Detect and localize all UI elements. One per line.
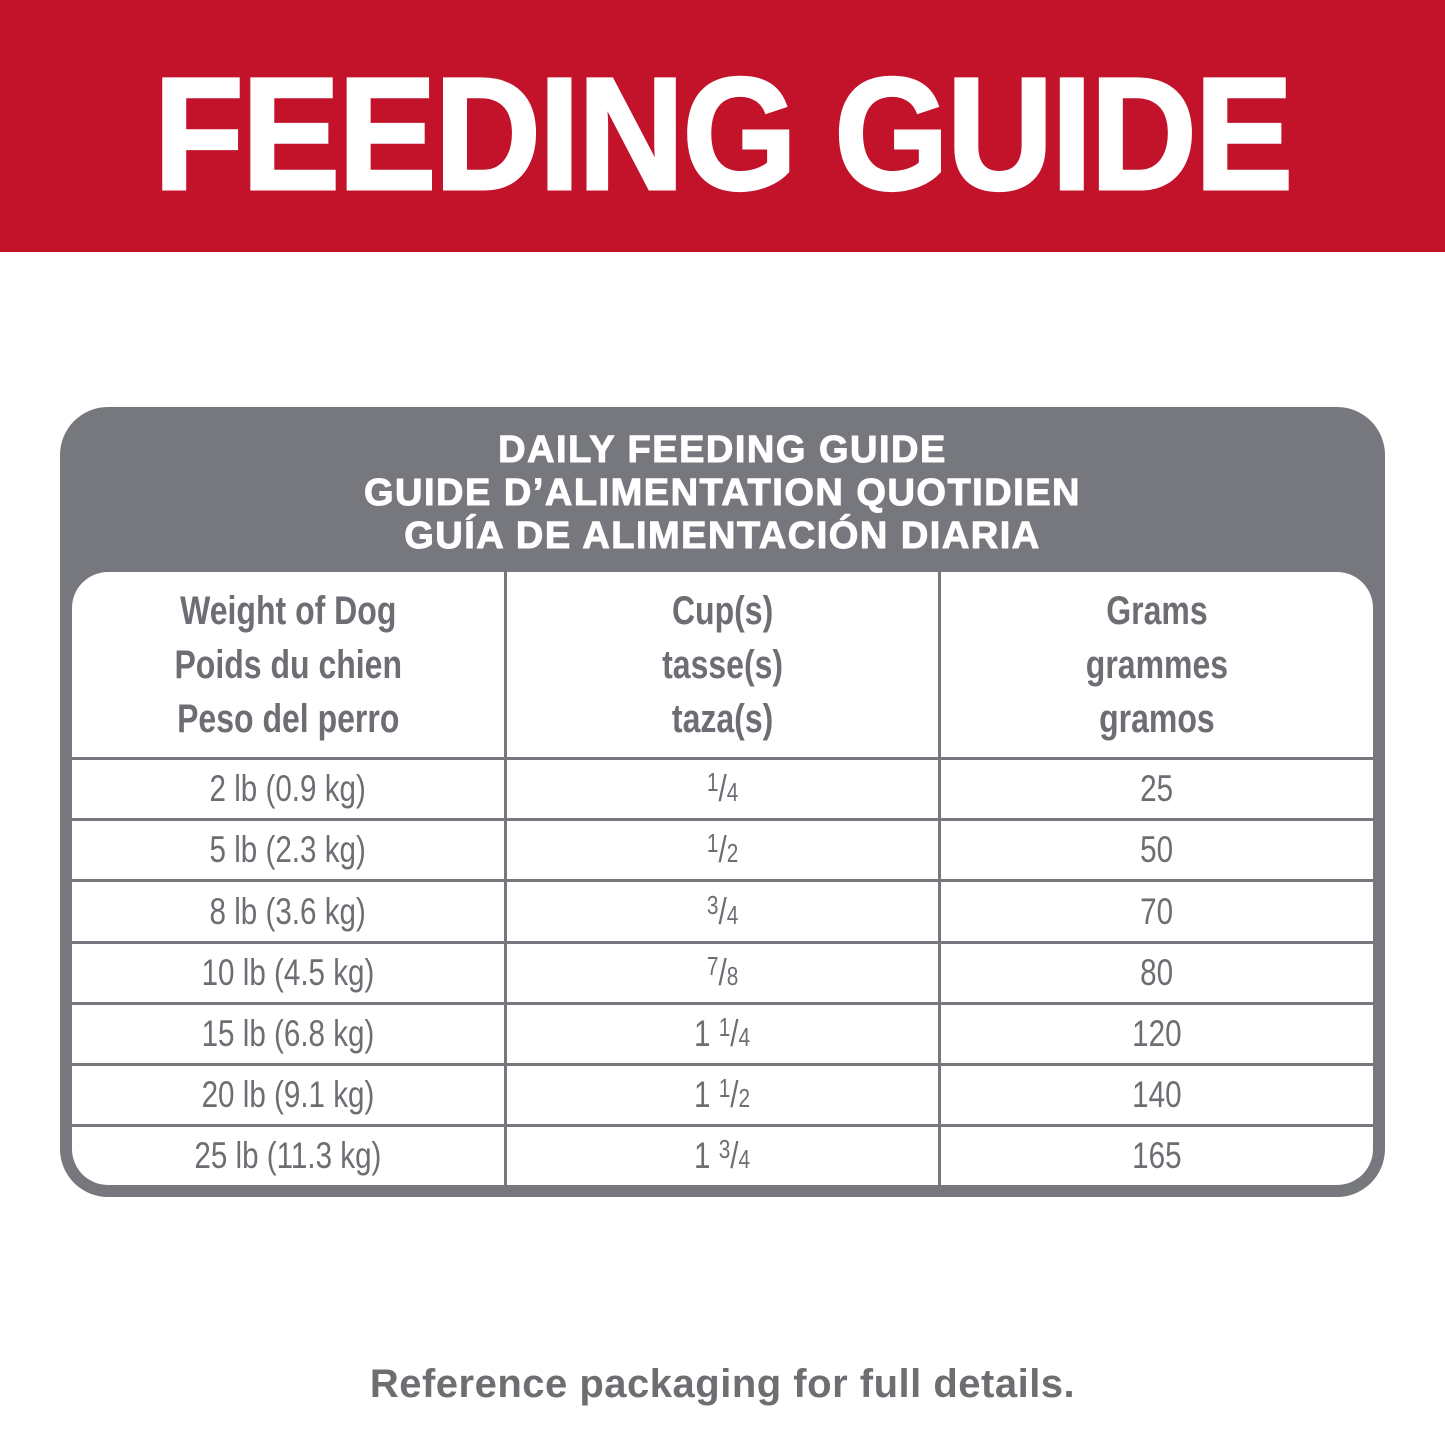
grams-text: 80: [1140, 951, 1174, 993]
header-text: Peso del perro: [176, 696, 400, 741]
weight-text: 5 lb (2.3 kg): [209, 829, 367, 871]
cell-weight: 8 lb (3.6 kg): [72, 879, 508, 944]
footer-note: Reference packaging for full details.: [369, 1362, 1076, 1406]
cell-weight: 5 lb (2.3 kg): [72, 818, 508, 883]
cups-fraction: 1/4: [706, 767, 739, 810]
cups-whole: 1: [694, 1073, 720, 1115]
table-row: 5 lb (2.3 kg) 1/2 50: [72, 818, 1373, 883]
grams-text: 120: [1132, 1012, 1182, 1054]
cell-grams: 165: [937, 1123, 1373, 1185]
cell-grams: 80: [937, 940, 1373, 1005]
cell-weight: 20 lb (9.1 kg): [72, 1062, 508, 1127]
card-title-fr: GUIDE D’ALIMENTATION QUOTIDIEN: [363, 472, 1081, 515]
cups-numerator: 1: [719, 1072, 731, 1103]
cell-cups: 1 3/4: [504, 1123, 941, 1185]
header-text: taza(s): [671, 696, 774, 741]
page-title: FEEDING GUIDE: [152, 43, 1294, 225]
grams-text: 70: [1140, 890, 1174, 932]
header-text: Weight of Dog: [179, 588, 397, 633]
cell-weight: 10 lb (4.5 kg): [72, 940, 508, 1005]
feeding-table-wrapper: Weight of Dog Poids du chien Peso del pe…: [72, 572, 1373, 1185]
cups-fraction: 3/4: [706, 889, 739, 932]
cell-weight: 15 lb (6.8 kg): [72, 1001, 508, 1066]
cell-cups: 1 1/2: [504, 1062, 941, 1127]
card-title: DAILY FEEDING GUIDE GUIDE D’ALIMENTATION…: [60, 429, 1385, 558]
cell-weight: 2 lb (0.9 kg): [72, 757, 508, 822]
grams-text: 50: [1140, 829, 1174, 871]
cups-denominator: 4: [726, 899, 739, 930]
header-text: Grams: [1106, 588, 1208, 633]
cups-numerator: 1: [706, 828, 719, 859]
weight-text: 25 lb (11.3 kg): [194, 1134, 382, 1176]
header-text: Poids du chien: [174, 642, 402, 687]
cups-numerator: 7: [706, 950, 719, 981]
weight-text: 15 lb (6.8 kg): [201, 1012, 375, 1054]
weight-text: 20 lb (9.1 kg): [201, 1073, 375, 1115]
cell-grams: 140: [937, 1062, 1373, 1127]
cell-grams: 70: [937, 879, 1373, 944]
table-row: 25 lb (11.3 kg) 1 3/4 165: [72, 1123, 1373, 1185]
cell-grams: 120: [937, 1001, 1373, 1066]
cups-fraction: 1/2: [706, 828, 739, 871]
cups-denominator: 4: [726, 777, 739, 808]
cups-whole: 1: [694, 1012, 720, 1054]
cups-fraction: 7/8: [706, 950, 739, 993]
header-text: gramos: [1099, 696, 1215, 741]
grams-text: 25: [1140, 768, 1174, 810]
table-row: 8 lb (3.6 kg) 3/4 70: [72, 879, 1373, 944]
table-row: 10 lb (4.5 kg) 7/8 80: [72, 940, 1373, 1005]
header-text: grammes: [1085, 642, 1229, 687]
grams-text: 140: [1132, 1073, 1182, 1115]
feeding-table: Weight of Dog Poids du chien Peso del pe…: [72, 572, 1373, 1185]
cups-denominator: 4: [738, 1021, 751, 1052]
cups-numerator: 1: [719, 1011, 731, 1042]
cups-denominator: 2: [726, 838, 739, 869]
cups-fraction: 1 3/4: [694, 1133, 751, 1176]
header-text: Cup(s): [671, 588, 774, 633]
table-row: 20 lb (9.1 kg) 1 1/2 140: [72, 1062, 1373, 1127]
cups-denominator: 8: [726, 960, 739, 991]
grams-text: 165: [1132, 1134, 1182, 1176]
cell-grams: 25: [937, 757, 1373, 822]
header-weight: Weight of Dog Poids du chien Peso del pe…: [72, 572, 508, 761]
cell-cups: 1 1/4: [504, 1001, 941, 1066]
cups-fraction: 1 1/2: [694, 1072, 751, 1115]
cell-cups: 1/2: [504, 818, 941, 883]
cell-weight: 25 lb (11.3 kg): [72, 1123, 508, 1185]
cell-cups: 3/4: [504, 879, 941, 944]
weight-text: 2 lb (0.9 kg): [209, 768, 367, 810]
table-row: 15 lb (6.8 kg) 1 1/4 120: [72, 1001, 1373, 1066]
cell-grams: 50: [937, 818, 1373, 883]
cups-denominator: 2: [738, 1082, 751, 1113]
weight-text: 8 lb (3.6 kg): [209, 890, 367, 932]
cell-cups: 7/8: [504, 940, 941, 1005]
header-grams: Grams grammes gramos: [937, 572, 1373, 761]
card-title-es: GUÍA DE ALIMENTACIÓN DIARIA: [404, 515, 1041, 558]
cell-cups: 1/4: [504, 757, 941, 822]
table-header-row: Weight of Dog Poids du chien Peso del pe…: [72, 572, 1373, 761]
feeding-guide-card: DAILY FEEDING GUIDE GUIDE D’ALIMENTATION…: [60, 407, 1385, 1197]
card-title-en: DAILY FEEDING GUIDE: [498, 429, 947, 472]
header-banner: FEEDING GUIDE: [0, 0, 1445, 252]
cups-whole: 1: [694, 1134, 720, 1176]
cups-denominator: 4: [738, 1143, 751, 1174]
cups-fraction: 1 1/4: [694, 1011, 751, 1054]
cups-numerator: 1: [706, 767, 719, 798]
cups-numerator: 3: [706, 889, 719, 920]
table-row: 2 lb (0.9 kg) 1/4 25: [72, 757, 1373, 822]
cups-numerator: 3: [719, 1133, 731, 1164]
header-cups: Cup(s) tasse(s) taza(s): [504, 572, 941, 761]
weight-text: 10 lb (4.5 kg): [201, 951, 375, 993]
header-text: tasse(s): [661, 642, 783, 687]
